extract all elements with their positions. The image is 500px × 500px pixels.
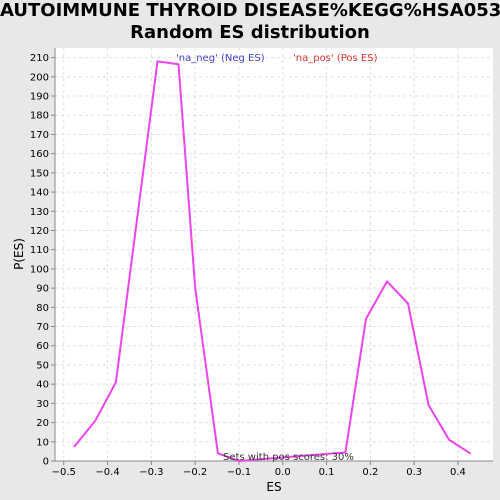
y-tick-label: 60 (36, 341, 49, 352)
legend-pos-es: 'na_pos' (Pos ES) (293, 53, 378, 64)
data-point (469, 452, 472, 455)
y-tick-label: 160 (30, 149, 49, 160)
x-tick-label: −0.2 (183, 467, 207, 478)
x-tick-label: −0.3 (139, 467, 163, 478)
x-tick-label: 0.2 (362, 467, 378, 478)
y-tick-label: 70 (36, 322, 49, 333)
data-point (386, 280, 388, 283)
y-tick-label: 120 (30, 226, 49, 237)
x-tick-label: 0.0 (275, 467, 291, 478)
data-point (238, 460, 240, 462)
data-point (427, 404, 430, 407)
x-axis-label: ES (266, 480, 281, 494)
y-tick-label: 100 (30, 264, 49, 275)
y-tick-label: 90 (36, 284, 49, 295)
x-tick-label: −0.4 (95, 467, 119, 478)
chart-title-line-2: Random ES distribution (130, 22, 370, 43)
data-point (344, 451, 347, 454)
x-tick-label: 0.1 (319, 467, 335, 478)
data-point (407, 302, 409, 305)
y-tick-label: 30 (36, 399, 49, 410)
y-tick-label: 210 (30, 53, 49, 64)
series-layer (73, 60, 472, 462)
x-tick-label: −0.1 (227, 467, 251, 478)
data-point (94, 419, 97, 422)
x-tick-label: 0.4 (450, 467, 466, 478)
y-tick-label: 180 (30, 111, 49, 122)
x-tick-label: 0.3 (406, 467, 422, 478)
y-tick-label: 80 (36, 303, 49, 314)
data-point (217, 452, 219, 455)
y-tick-label: 50 (36, 360, 49, 371)
y-tick-label: 0 (43, 457, 49, 468)
data-point (156, 60, 159, 63)
plot-area (55, 48, 493, 461)
data-point (194, 287, 196, 289)
chart-title: AUTOIMMUNE THYROID DISEASE%KEGG%HSA05320… (0, 0, 500, 44)
data-point (73, 445, 76, 448)
y-tick-label: 40 (36, 380, 49, 391)
y-tick-label: 190 (30, 92, 49, 103)
y-tick-label: 150 (30, 168, 49, 179)
data-point (177, 63, 180, 66)
data-point (365, 318, 367, 320)
pos-scores-annotation: Sets with pos scores: 30% (223, 452, 354, 463)
y-tick-label: 20 (36, 418, 49, 429)
x-tick-label: −0.5 (52, 467, 76, 478)
y-tick-label: 110 (30, 245, 49, 256)
y-tick-label: 10 (36, 437, 49, 448)
axes: 0 10 20 30 40 50 60 70 80 90 100 110 120 130 140 150 160… (30, 48, 493, 478)
data-point (448, 439, 451, 441)
data-point (115, 381, 117, 384)
legend-neg-es: 'na_neg' (Neg ES) (176, 53, 265, 64)
y-axis-label: P(ES) (12, 238, 26, 270)
y-tick-label: 130 (30, 207, 49, 218)
y-tick-label: 170 (30, 130, 49, 141)
y-tick-label: 200 (30, 72, 49, 83)
y-tick-label: 140 (30, 188, 49, 199)
chart-title-line-1: AUTOIMMUNE THYROID DISEASE%KEGG%HSA05320… (0, 0, 500, 21)
